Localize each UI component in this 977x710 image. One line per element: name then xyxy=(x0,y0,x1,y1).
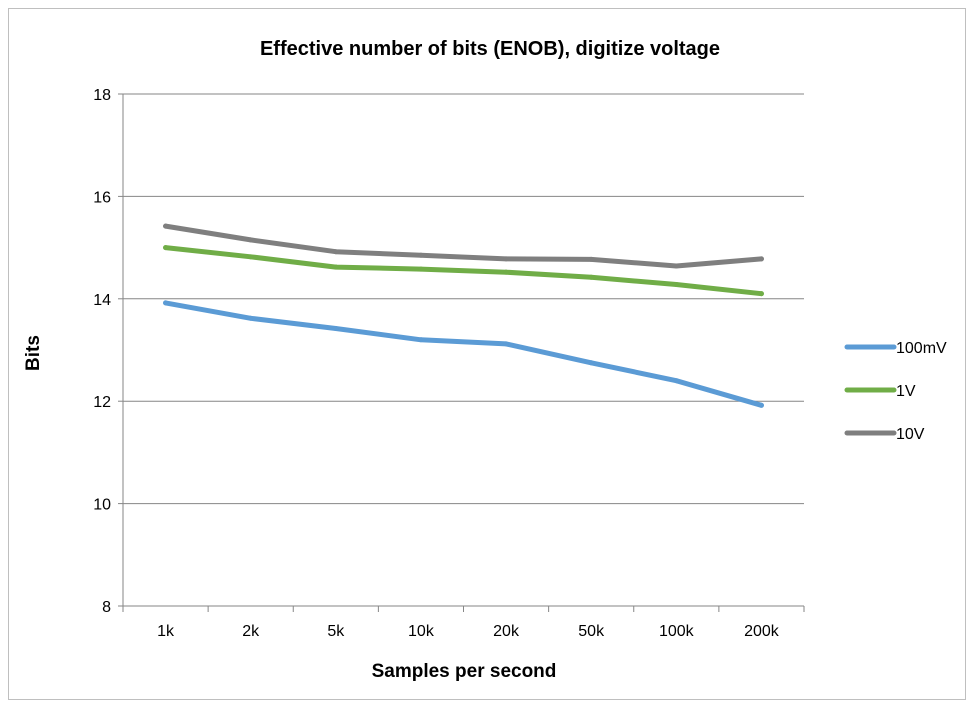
data-point-10V-50k xyxy=(588,256,594,262)
y-tick-label-18: 18 xyxy=(93,87,111,104)
legend-label-1V: 1V xyxy=(896,383,916,400)
x-axis-label: Samples per second xyxy=(372,661,557,682)
chart-title: Effective number of bits (ENOB), digitiz… xyxy=(260,38,720,60)
data-point-100mV-5k xyxy=(333,325,339,331)
data-point-10V-10k xyxy=(418,252,424,258)
x-tick-label-20k: 20k xyxy=(493,623,520,640)
data-point-100mV-100k xyxy=(673,378,679,384)
legend-label-10V: 10V xyxy=(896,426,925,443)
y-tick-label-8: 8 xyxy=(102,599,111,616)
chart-frame: Effective number of bits (ENOB), digitiz… xyxy=(8,8,966,700)
data-point-1V-100k xyxy=(673,281,679,287)
data-point-10V-1k xyxy=(163,223,169,229)
data-point-100mV-1k xyxy=(163,300,169,306)
x-tick-label-1k: 1k xyxy=(157,623,175,640)
data-point-1V-50k xyxy=(588,274,594,280)
x-tick-label-100k: 100k xyxy=(659,623,695,640)
data-point-100mV-50k xyxy=(588,360,594,366)
x-tick-label-10k: 10k xyxy=(408,623,435,640)
x-tick-label-200k: 200k xyxy=(744,623,780,640)
data-point-100mV-20k xyxy=(503,341,509,347)
data-point-1V-5k xyxy=(333,264,339,270)
data-point-10V-100k xyxy=(673,263,679,269)
series-line-1V xyxy=(163,245,764,297)
data-point-10V-2k xyxy=(248,237,254,243)
y-tick-label-12: 12 xyxy=(93,394,111,411)
series-line-100mV xyxy=(163,300,764,408)
y-axis-label: Bits xyxy=(23,335,44,371)
gridlines xyxy=(123,93,804,505)
x-tick-label-5k: 5k xyxy=(327,623,345,640)
data-point-1V-200k xyxy=(758,291,764,297)
data-point-1V-2k xyxy=(248,254,254,260)
x-tick-label-50k: 50k xyxy=(578,623,605,640)
data-point-100mV-200k xyxy=(758,402,764,408)
data-point-1V-1k xyxy=(163,245,169,251)
y-tick-label-10: 10 xyxy=(93,497,111,514)
data-point-1V-10k xyxy=(418,266,424,272)
data-point-100mV-10k xyxy=(418,337,424,343)
data-point-10V-5k xyxy=(333,249,339,255)
enob-line-chart: Effective number of bits (ENOB), digitiz… xyxy=(23,38,947,682)
data-point-1V-20k xyxy=(503,269,509,275)
legend-label-100mV: 100mV xyxy=(896,340,947,357)
y-tick-label-16: 16 xyxy=(93,189,111,206)
data-point-10V-20k xyxy=(503,256,509,262)
series-lines xyxy=(163,223,764,408)
data-point-100mV-2k xyxy=(248,315,254,321)
x-tick-label-2k: 2k xyxy=(242,623,260,640)
axes: 8 10 12 14 16 18 1k 2k 5k 10k 20k 50k 100k 200k xyxy=(93,87,805,640)
legend: 100mV 1V 10V xyxy=(844,340,947,443)
series-line-10V xyxy=(163,223,764,269)
data-point-10V-200k xyxy=(758,256,764,262)
y-tick-label-14: 14 xyxy=(93,292,111,309)
